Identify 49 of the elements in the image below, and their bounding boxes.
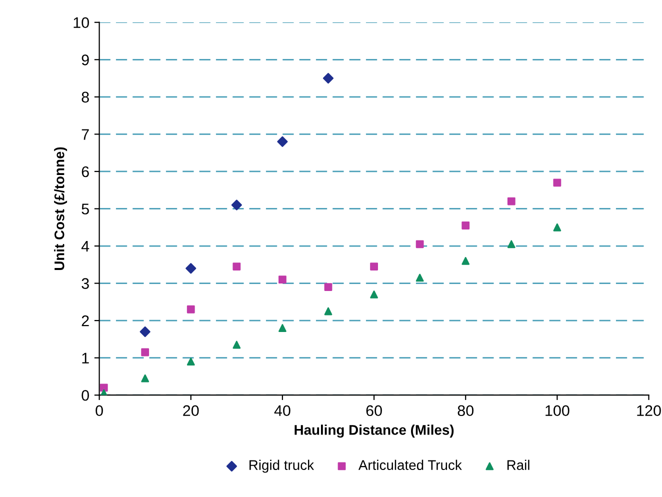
- x-tick-label: 60: [366, 405, 382, 416]
- point: [186, 358, 195, 366]
- y-tick-label: 3: [82, 278, 89, 289]
- point: [324, 283, 332, 291]
- x-tick-label: 20: [183, 405, 199, 416]
- point: [278, 324, 286, 332]
- y-tick-label: 2: [82, 315, 89, 326]
- y-tick-label: 7: [82, 129, 89, 140]
- point: [141, 374, 150, 382]
- point: [324, 307, 332, 316]
- y-tick-label: 4: [81, 241, 90, 252]
- point: [416, 240, 424, 248]
- y-tick-label: 0: [82, 390, 89, 401]
- point: [100, 384, 108, 392]
- point: [278, 276, 286, 284]
- y-tick-label: 6: [82, 166, 89, 178]
- point: [232, 340, 241, 349]
- point: [416, 274, 424, 282]
- y-tick-label: 5: [82, 204, 89, 214]
- legend-label: Rail: [507, 460, 530, 470]
- x-tick-label: 120: [637, 405, 661, 416]
- point: [462, 256, 470, 265]
- legend-label: Rigid truck: [250, 460, 314, 473]
- point: [186, 263, 196, 274]
- x-tick-label: 80: [458, 405, 474, 416]
- point: [553, 178, 562, 187]
- legend-label: Articulated Truck: [358, 460, 462, 470]
- point: [141, 348, 150, 356]
- point: [370, 290, 378, 298]
- point: [507, 197, 516, 206]
- point: [553, 223, 562, 232]
- x-axis-title: Hauling Distance (Miles): [294, 424, 454, 438]
- y-axis-title: Unit Cost (£/tonne): [54, 147, 68, 270]
- x-tick-label: 100: [546, 405, 570, 416]
- point: [507, 240, 516, 248]
- x-tick-label: 0: [96, 405, 103, 416]
- y-tick-label: 9: [82, 54, 89, 66]
- point: [231, 200, 242, 210]
- point: [232, 262, 241, 270]
- y-tick-label: 1: [82, 352, 89, 364]
- point: [462, 222, 470, 230]
- point: [186, 305, 195, 314]
- point: [140, 326, 150, 338]
- point: [277, 136, 288, 147]
- x-tick-label: 40: [274, 405, 290, 416]
- y-tick-label: 8: [82, 92, 89, 103]
- y-tick-label: 10: [74, 17, 89, 28]
- point: [322, 72, 334, 84]
- point: [370, 262, 378, 270]
